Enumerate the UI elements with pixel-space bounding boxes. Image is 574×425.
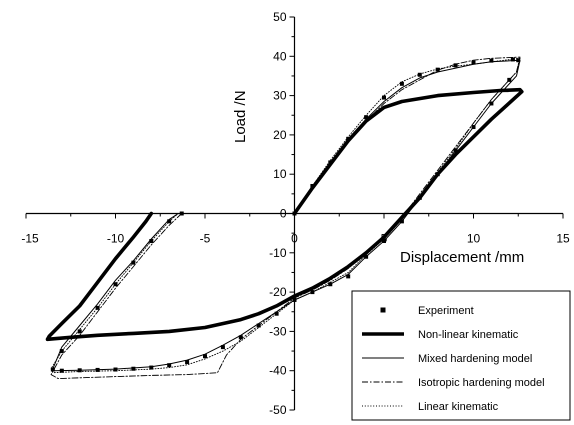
- x-axis-title: Displacement /mm: [400, 249, 524, 266]
- data-point: [77, 329, 82, 334]
- data-point: [59, 368, 64, 373]
- x-tick-label: -5: [200, 232, 211, 246]
- data-point: [167, 219, 172, 224]
- data-point: [507, 77, 512, 82]
- y-tick-label: -40: [269, 364, 287, 378]
- data-point: [364, 115, 369, 120]
- y-tick-label: 0: [280, 207, 287, 221]
- data-point: [113, 282, 118, 287]
- data-point: [328, 282, 333, 287]
- x-tick-label: 5: [381, 232, 388, 246]
- data-point: [399, 219, 404, 224]
- y-axis-title: Load /N: [232, 90, 249, 143]
- x-tick-label: 0: [291, 232, 298, 246]
- data-point: [417, 195, 422, 200]
- y-tick-label: 30: [273, 89, 287, 103]
- data-point: [510, 57, 515, 62]
- data-point: [310, 183, 315, 188]
- y-tick-label: -20: [269, 285, 287, 299]
- y-tick-label: -30: [269, 324, 287, 338]
- data-point: [50, 367, 55, 372]
- data-point: [59, 349, 64, 354]
- data-point: [435, 172, 440, 177]
- data-point: [274, 311, 279, 316]
- y-tick-label: 50: [273, 10, 287, 24]
- legend: Experiment Non-linear kinematic Mixed hard…: [351, 290, 571, 421]
- data-point: [131, 366, 136, 371]
- data-point: [113, 367, 118, 372]
- data-point: [382, 239, 386, 244]
- y-tick-label: 40: [273, 49, 287, 63]
- x-tick-label: -15: [21, 232, 39, 246]
- data-point: [167, 363, 172, 368]
- legend-label-non-linear-kinematic: Non-linear kinematic: [418, 329, 519, 341]
- data-point: [310, 290, 315, 295]
- data-point: [77, 368, 82, 373]
- x-tick-label: -10: [107, 232, 125, 246]
- legend-label-mixed-hardening-model: Mixed hardening model: [418, 353, 532, 365]
- data-point: [346, 274, 351, 279]
- data-point: [399, 81, 404, 86]
- series-line-non-linear-kinematic: [45, 87, 524, 342]
- data-point: [453, 63, 458, 68]
- data-point: [256, 323, 261, 328]
- data-point: [489, 58, 494, 63]
- data-point: [346, 136, 351, 141]
- data-point: [328, 160, 333, 165]
- data-point: [471, 60, 476, 65]
- data-point: [149, 365, 154, 370]
- legend-items: Experiment Non-linear kinematic Mixed hard…: [362, 305, 545, 413]
- data-point: [149, 239, 154, 244]
- data-point: [131, 260, 136, 265]
- data-point: [489, 101, 494, 106]
- legend-marker-experiment: [380, 307, 386, 313]
- data-point: [95, 367, 100, 372]
- y-tick-label: -50: [269, 403, 287, 417]
- data-point: [382, 95, 386, 100]
- x-tick-label: 15: [556, 232, 570, 246]
- data-point: [238, 335, 243, 340]
- data-point: [417, 72, 422, 77]
- data-point: [203, 354, 207, 359]
- data-point: [364, 254, 369, 259]
- data-point: [471, 125, 476, 130]
- data-point: [516, 58, 521, 63]
- series-line-mixed-hardening-model: [52, 59, 521, 372]
- x-tick-label: 10: [467, 232, 481, 246]
- data-point: [185, 360, 190, 365]
- data-point: [220, 345, 225, 350]
- data-point: [95, 305, 100, 310]
- data-point: [453, 148, 458, 153]
- legend-label-isotropic-hardening-model: Isotropic hardening model: [418, 377, 545, 389]
- y-tick-label: 20: [273, 128, 287, 142]
- legend-box: [351, 290, 571, 421]
- y-tick-label: -10: [269, 246, 287, 260]
- y-tick-label: 10: [273, 167, 287, 181]
- data-point: [435, 67, 440, 72]
- legend-label-linear-kinematic: Linear kinematic: [418, 401, 499, 413]
- legend-label-experiment: Experiment: [418, 305, 474, 317]
